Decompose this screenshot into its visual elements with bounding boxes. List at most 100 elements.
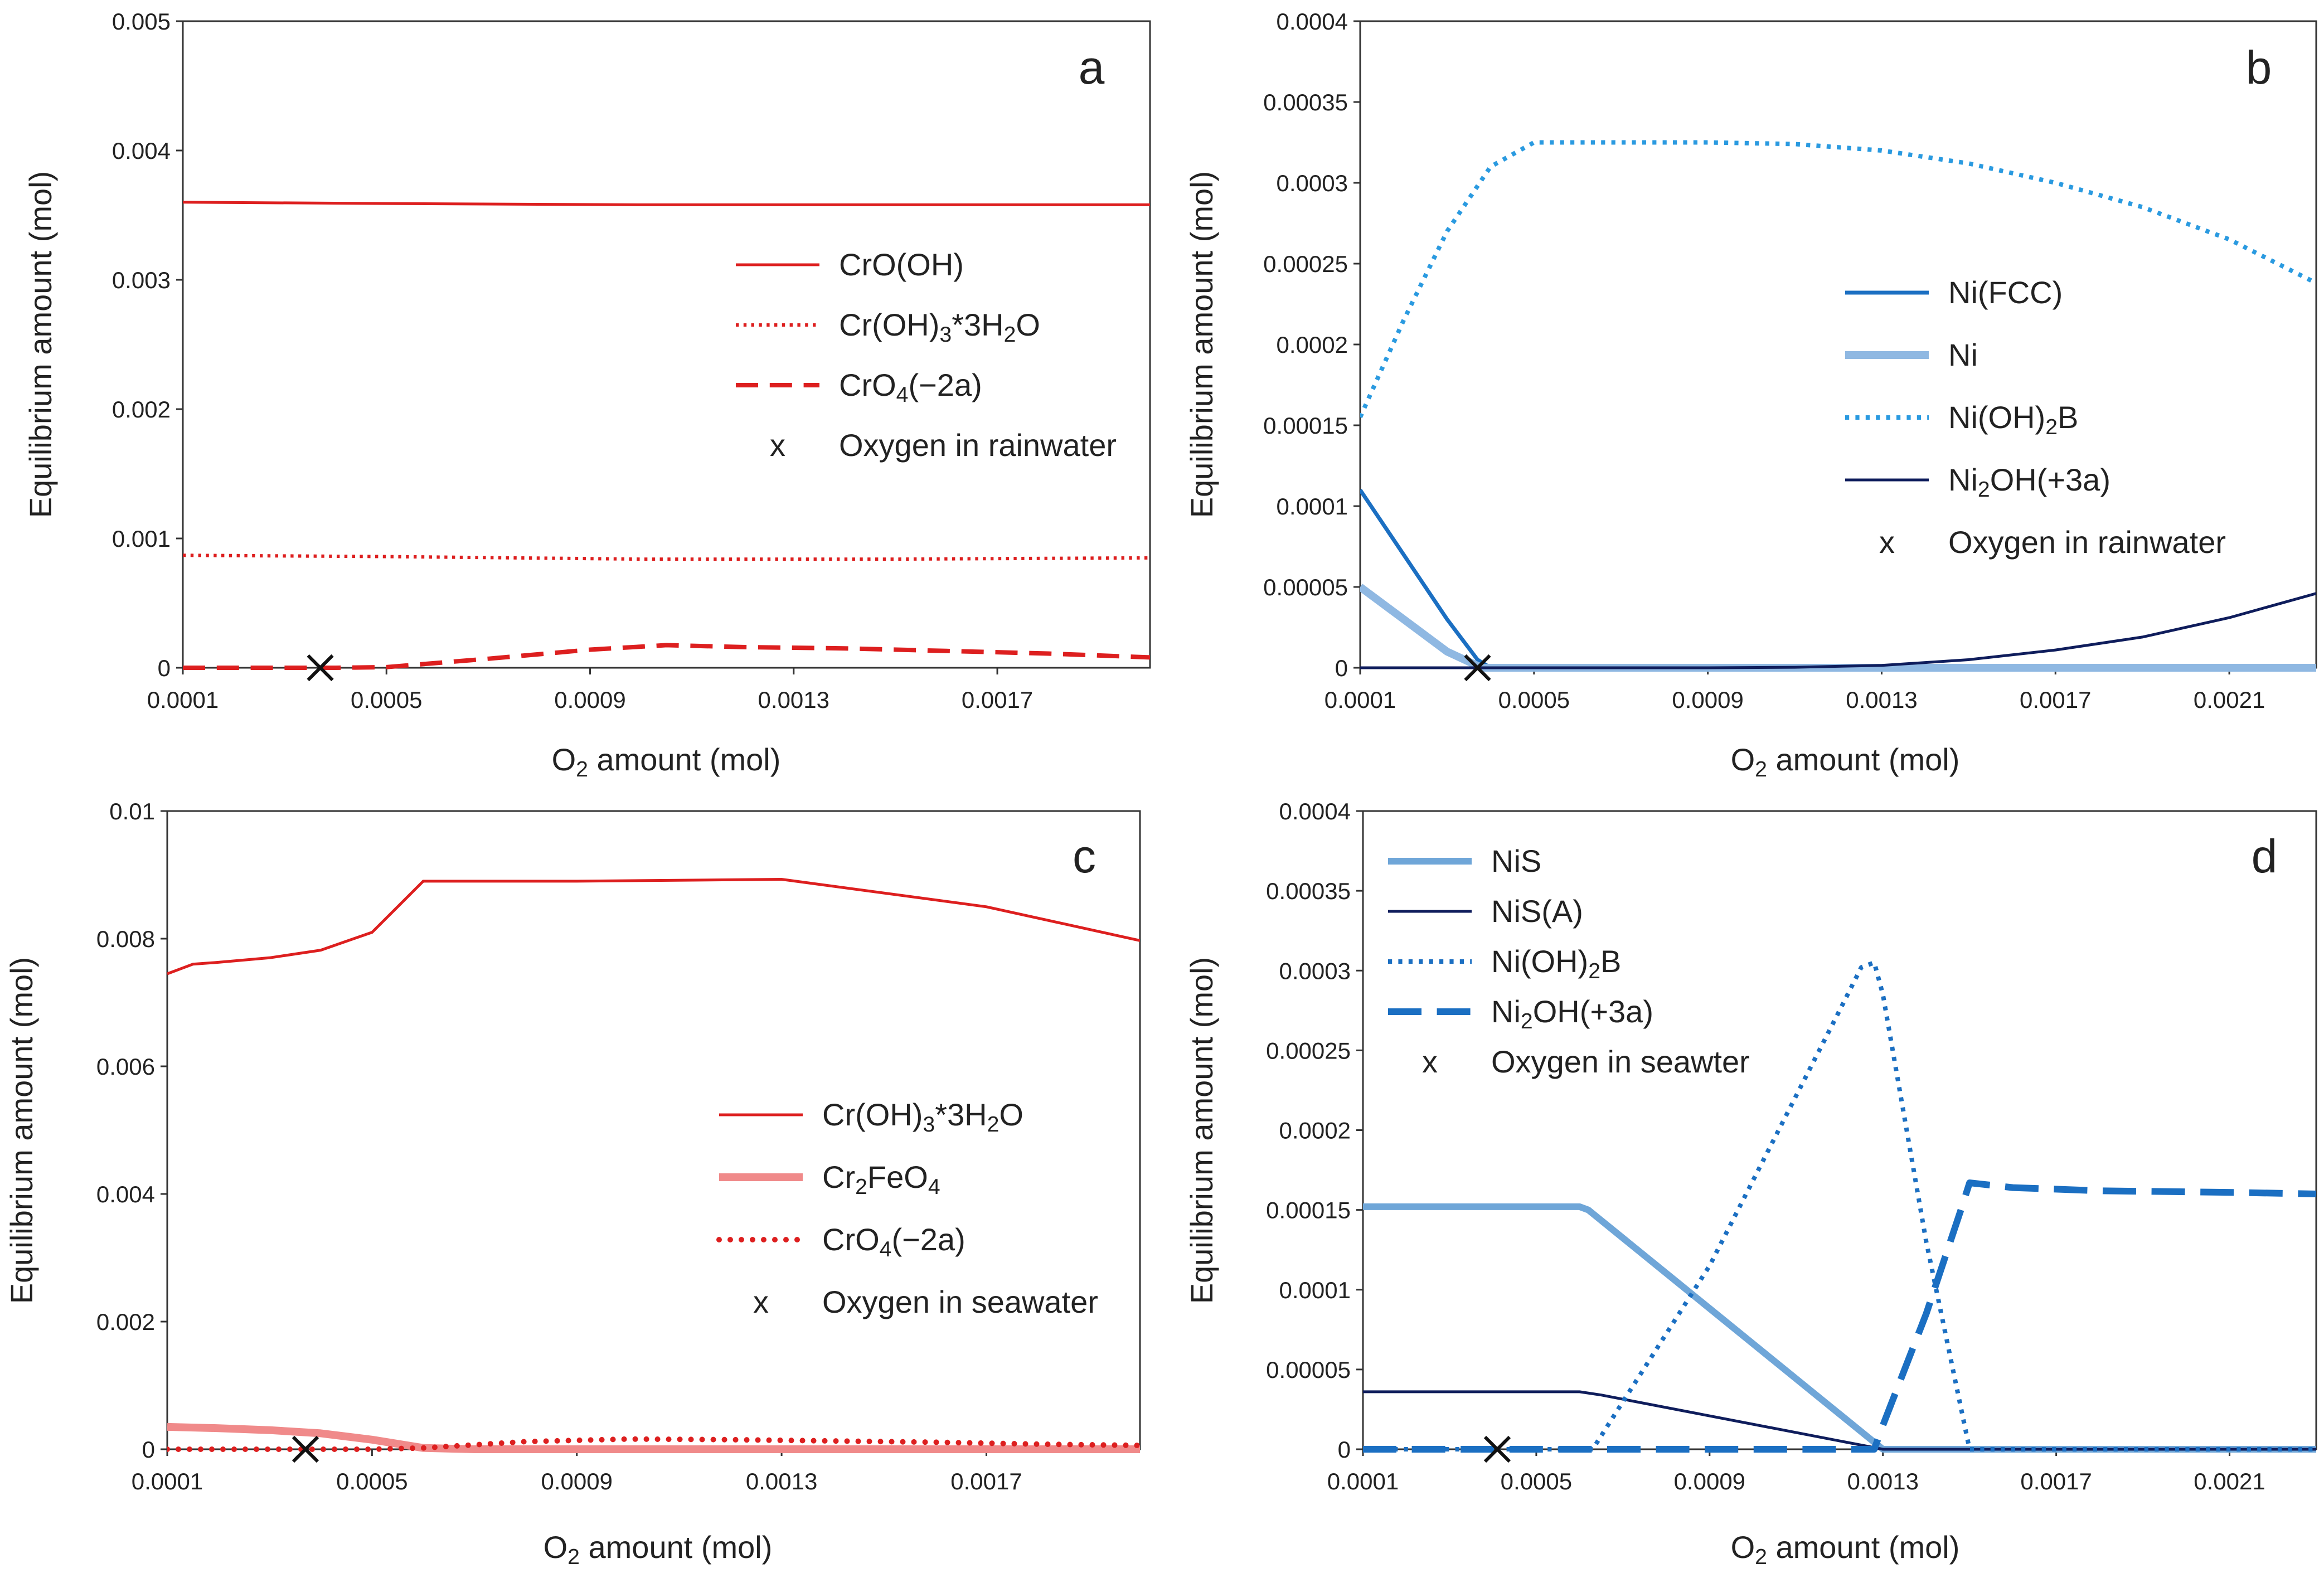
chart-panel-d: 0 0.00005 0.0001 0.00015 0.0002 0.00025 0.0003… [1184, 798, 2317, 1569]
legend-label: NiS [1491, 843, 1541, 878]
y-tick-label: 0.00015 [1266, 1197, 1351, 1224]
y-tick-label: 0.00005 [1266, 1357, 1351, 1383]
legend-label: CrO(OH) [839, 247, 964, 282]
legend: Cr(OH)3*3H2O Cr2FeO4 CrO4(−2a) x Oxygen in s… [716, 1097, 1098, 1319]
oxygen-marker [307, 654, 334, 682]
x-tick-label: 0.0005 [1501, 1468, 1572, 1494]
y-axis-title: Equilibrium amount (mol) [1184, 171, 1219, 518]
x-tick-label: 0.0013 [1846, 687, 1917, 713]
legend-label: Ni(OH)2B [1948, 400, 2078, 439]
y-tick-label: 0 [158, 655, 171, 681]
legend-label: NiS(A) [1491, 894, 1583, 929]
legend-label: Oxygen in rainwater [1948, 525, 2226, 560]
x-tick-label: 0.0013 [1847, 1468, 1918, 1494]
y-tick-label: 0.005 [112, 8, 171, 35]
x-tick-label: 0.0005 [336, 1468, 407, 1494]
y-tick-label: 0.004 [112, 138, 171, 164]
x-axis-title: O2 amount (mol) [544, 1530, 773, 1569]
series-line-Ni2OH(+3a) [1360, 592, 2316, 669]
legend-label: Oxygen in seawater [822, 1284, 1098, 1319]
legend: Ni(FCC) Ni Ni(OH)2B Ni2OH(+3a) x Oxygen in ra… [1845, 275, 2226, 560]
x-axis-title: O2 amount (mol) [552, 742, 781, 781]
x-tick-label: 0.0013 [758, 687, 829, 713]
y-tick-label: 0.0004 [1279, 798, 1351, 824]
x-tick-label: 0.0005 [1498, 687, 1570, 713]
series-line-Ni2OH(+3a) [1363, 1179, 2316, 1453]
x-tick-label: 0.0001 [147, 687, 219, 713]
plot-frame [182, 20, 1151, 669]
series-line-CrO4(-2a) [167, 1436, 1140, 1452]
x-tick-label: 0.0021 [2194, 687, 2265, 713]
legend-marker-symbol: x [1422, 1044, 1438, 1079]
legend: CrO(OH) Cr(OH)3*3H2O CrO4(−2a) x Oxygen in r… [736, 247, 1117, 463]
y-tick-label: 0.003 [112, 267, 171, 293]
y-tick-label: 0 [1335, 655, 1348, 681]
legend-label: Oxygen in seawter [1491, 1044, 1750, 1079]
x-tick-label: 0.0001 [1324, 687, 1396, 713]
x-tick-label: 0.0001 [1327, 1468, 1399, 1494]
chart-panel-c: 0 0.002 0.004 0.006 0.008 0.01 0.0001 0.0005 0.0… [4, 798, 1141, 1569]
x-tick-label: 0.0013 [746, 1468, 817, 1494]
legend-label: Cr(OH)3*3H2O [822, 1097, 1023, 1137]
legend-label: Ni(OH)2B [1491, 944, 1621, 983]
series-line-CrO4(-2a) [183, 643, 1150, 670]
y-tick-label: 0.008 [96, 926, 155, 952]
y-tick-label: 0.0003 [1279, 958, 1351, 984]
y-tick-label: 0.004 [96, 1181, 155, 1207]
legend-label: Cr(OH)3*3H2O [839, 307, 1040, 347]
oxygen-marker [1464, 654, 1491, 682]
y-tick-label: 0.00035 [1266, 878, 1351, 904]
x-tick-label: 0.0001 [132, 1468, 203, 1494]
x-axis-title: O2 amount (mol) [1731, 742, 1960, 781]
y-tick-label: 0.00025 [1266, 1037, 1351, 1064]
legend-label: Cr2FeO4 [822, 1159, 940, 1199]
x-tick-label: 0.0017 [2020, 1468, 2092, 1494]
y-tick-label: 0.01 [109, 798, 155, 824]
y-axis-title: Equilibrium amount (mol) [4, 957, 39, 1304]
legend: NiS NiS(A) Ni(OH)2B Ni2OH(+3a) x Oxygen in se… [1388, 843, 1750, 1079]
panel-letter: d [2252, 830, 2278, 882]
legend-label: Ni [1948, 337, 1978, 372]
panel-letter: b [2246, 41, 2272, 94]
series-line-Cr(OH)3*3H2O [183, 554, 1150, 561]
y-tick-label: 0.0004 [1277, 8, 1348, 35]
plot-frame [1359, 20, 2317, 669]
x-tick-label: 0.0017 [950, 1468, 1022, 1494]
x-tick-label: 0.0017 [962, 687, 1033, 713]
y-tick-label: 0.00005 [1263, 574, 1348, 600]
y-tick-label: 0.0001 [1277, 493, 1348, 520]
x-tick-label: 0.0005 [351, 687, 422, 713]
legend-marker-symbol: x [1879, 525, 1895, 560]
series-line-NiS [1363, 1203, 2316, 1453]
x-tick-label: 0.0009 [554, 687, 625, 713]
y-tick-label: 0 [1338, 1436, 1351, 1463]
y-tick-label: 0.002 [96, 1309, 155, 1335]
y-tick-label: 0.0002 [1279, 1118, 1351, 1144]
x-tick-label: 0.0009 [1672, 687, 1743, 713]
legend-label: CrO4(−2a) [822, 1222, 965, 1261]
legend-label: Oxygen in rainwater [839, 428, 1117, 463]
x-tick-label: 0.0009 [1674, 1468, 1745, 1494]
x-tick-label: 0.0017 [2020, 687, 2091, 713]
series-line-Ni(FCC) [1360, 489, 2316, 670]
y-tick-label: 0.0002 [1277, 332, 1348, 358]
panel-letter: a [1079, 41, 1105, 94]
chart-panel-b: 0 0.00005 0.0001 0.00015 0.0002 0.00025 0.0003… [1184, 8, 2317, 781]
series-line-CrO(OH) [183, 201, 1150, 206]
y-axis-title: Equilibrium amount (mol) [23, 171, 58, 518]
series-line-Ni [1360, 584, 2316, 672]
series-line-Ni(OH)2B [1360, 140, 2316, 419]
legend-label: Ni2OH(+3a) [1948, 462, 2110, 502]
y-tick-label: 0.0001 [1279, 1277, 1351, 1303]
y-tick-label: 0.001 [112, 526, 171, 552]
y-tick-label: 0.00015 [1263, 412, 1348, 439]
series-line-Cr2FeO4 [167, 1423, 1140, 1453]
y-tick-label: 0.006 [96, 1053, 155, 1080]
chart-panel-a: 0 0.001 0.002 0.003 0.004 0.005 0.0001 0.0005 0.… [23, 8, 1151, 781]
legend-label: CrO4(−2a) [839, 367, 982, 407]
y-tick-label: 0.002 [112, 396, 171, 423]
y-axis-title: Equilibrium amount (mol) [1184, 957, 1219, 1304]
legend-marker-symbol: x [753, 1284, 769, 1319]
y-tick-label: 0.00035 [1263, 89, 1348, 115]
